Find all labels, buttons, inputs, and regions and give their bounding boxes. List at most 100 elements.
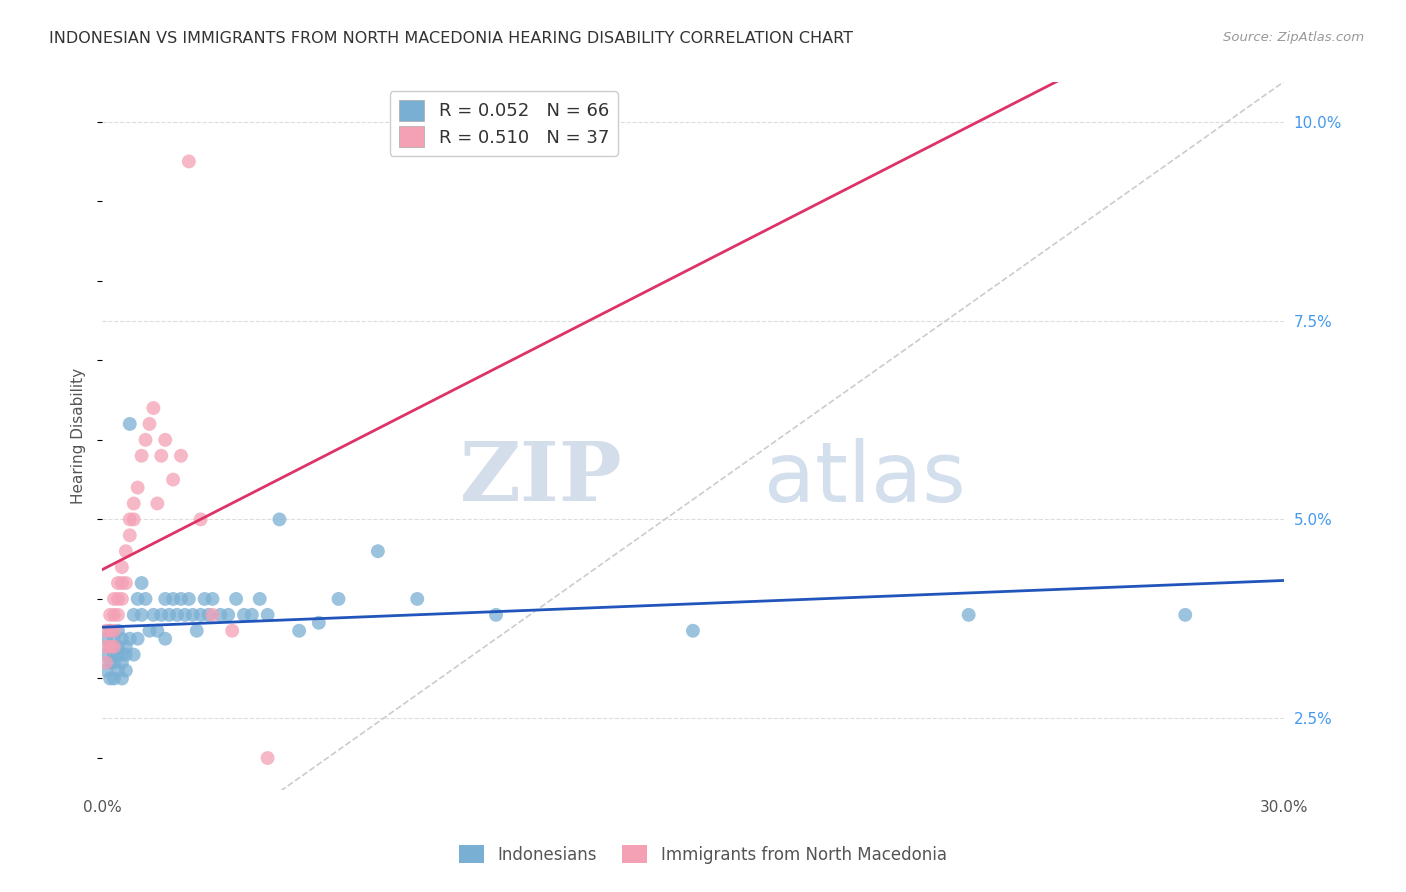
Point [111, 648, 134, 662]
Point [98, 624, 121, 638]
Point [1174, 607, 1197, 622]
Point [103, 632, 125, 646]
Point [225, 591, 247, 606]
Point [146, 496, 169, 510]
Point [135, 433, 157, 447]
Point [138, 417, 160, 431]
Point [103, 648, 125, 662]
Point [240, 607, 263, 622]
Point [115, 640, 138, 654]
Point [150, 449, 173, 463]
Point [157, 607, 180, 622]
Point [249, 591, 271, 606]
Point [94, 632, 117, 646]
Point [155, 591, 177, 606]
Point [127, 591, 149, 606]
Point [166, 607, 188, 622]
Point [94, 656, 117, 670]
Point [111, 632, 134, 646]
Y-axis label: Hearing Disability: Hearing Disability [72, 368, 86, 504]
Point [127, 632, 149, 646]
Point [107, 607, 129, 622]
Point [98, 672, 121, 686]
Text: atlas: atlas [763, 438, 966, 519]
Legend: R = 0.052   N = 66, R = 0.510   N = 37: R = 0.052 N = 66, R = 0.510 N = 37 [389, 91, 619, 156]
Text: INDONESIAN VS IMMIGRANTS FROM NORTH MACEDONIA HEARING DISABILITY CORRELATION CHA: INDONESIAN VS IMMIGRANTS FROM NORTH MACE… [49, 31, 853, 46]
Point [118, 417, 141, 431]
Point [98, 656, 121, 670]
Point [155, 632, 177, 646]
Point [103, 640, 125, 654]
Point [98, 607, 121, 622]
Point [170, 591, 193, 606]
Point [118, 632, 141, 646]
Point [269, 512, 291, 526]
Point [122, 512, 145, 526]
Point [107, 664, 129, 678]
Point [131, 449, 153, 463]
Point [177, 154, 200, 169]
Point [170, 449, 193, 463]
Point [131, 576, 153, 591]
Point [146, 624, 169, 638]
Point [111, 672, 134, 686]
Point [118, 512, 141, 526]
Point [328, 591, 350, 606]
Point [103, 672, 125, 686]
Point [118, 528, 141, 542]
Point [197, 607, 219, 622]
Point [162, 473, 184, 487]
Point [233, 607, 256, 622]
Point [98, 640, 121, 654]
Point [107, 648, 129, 662]
Point [256, 751, 278, 765]
Point [190, 512, 212, 526]
Point [142, 401, 165, 415]
Point [177, 591, 200, 606]
Point [288, 624, 311, 638]
Point [98, 624, 121, 638]
Point [103, 656, 125, 670]
Point [406, 591, 429, 606]
Point [194, 591, 217, 606]
Point [107, 591, 129, 606]
Point [131, 607, 153, 622]
Point [308, 615, 330, 630]
Point [682, 624, 704, 638]
Legend: Indonesians, Immigrants from North Macedonia: Indonesians, Immigrants from North Maced… [453, 838, 953, 871]
Point [217, 607, 239, 622]
Text: Source: ZipAtlas.com: Source: ZipAtlas.com [1223, 31, 1364, 45]
Text: ZIP: ZIP [460, 438, 621, 518]
Point [201, 591, 224, 606]
Point [103, 591, 125, 606]
Point [155, 433, 177, 447]
Point [221, 624, 243, 638]
Point [162, 591, 184, 606]
Point [111, 560, 134, 574]
Point [115, 544, 138, 558]
Point [181, 607, 204, 622]
Point [107, 640, 129, 654]
Point [135, 591, 157, 606]
Point [174, 607, 197, 622]
Point [127, 481, 149, 495]
Point [111, 656, 134, 670]
Point [150, 607, 173, 622]
Point [186, 624, 208, 638]
Point [201, 607, 224, 622]
Point [94, 640, 117, 654]
Point [122, 648, 145, 662]
Point [94, 664, 117, 678]
Point [115, 648, 138, 662]
Point [103, 624, 125, 638]
Point [190, 607, 212, 622]
Point [98, 640, 121, 654]
Point [111, 591, 134, 606]
Point [142, 607, 165, 622]
Point [115, 576, 138, 591]
Point [94, 648, 117, 662]
Point [957, 607, 980, 622]
Point [107, 624, 129, 638]
Point [256, 607, 278, 622]
Point [107, 576, 129, 591]
